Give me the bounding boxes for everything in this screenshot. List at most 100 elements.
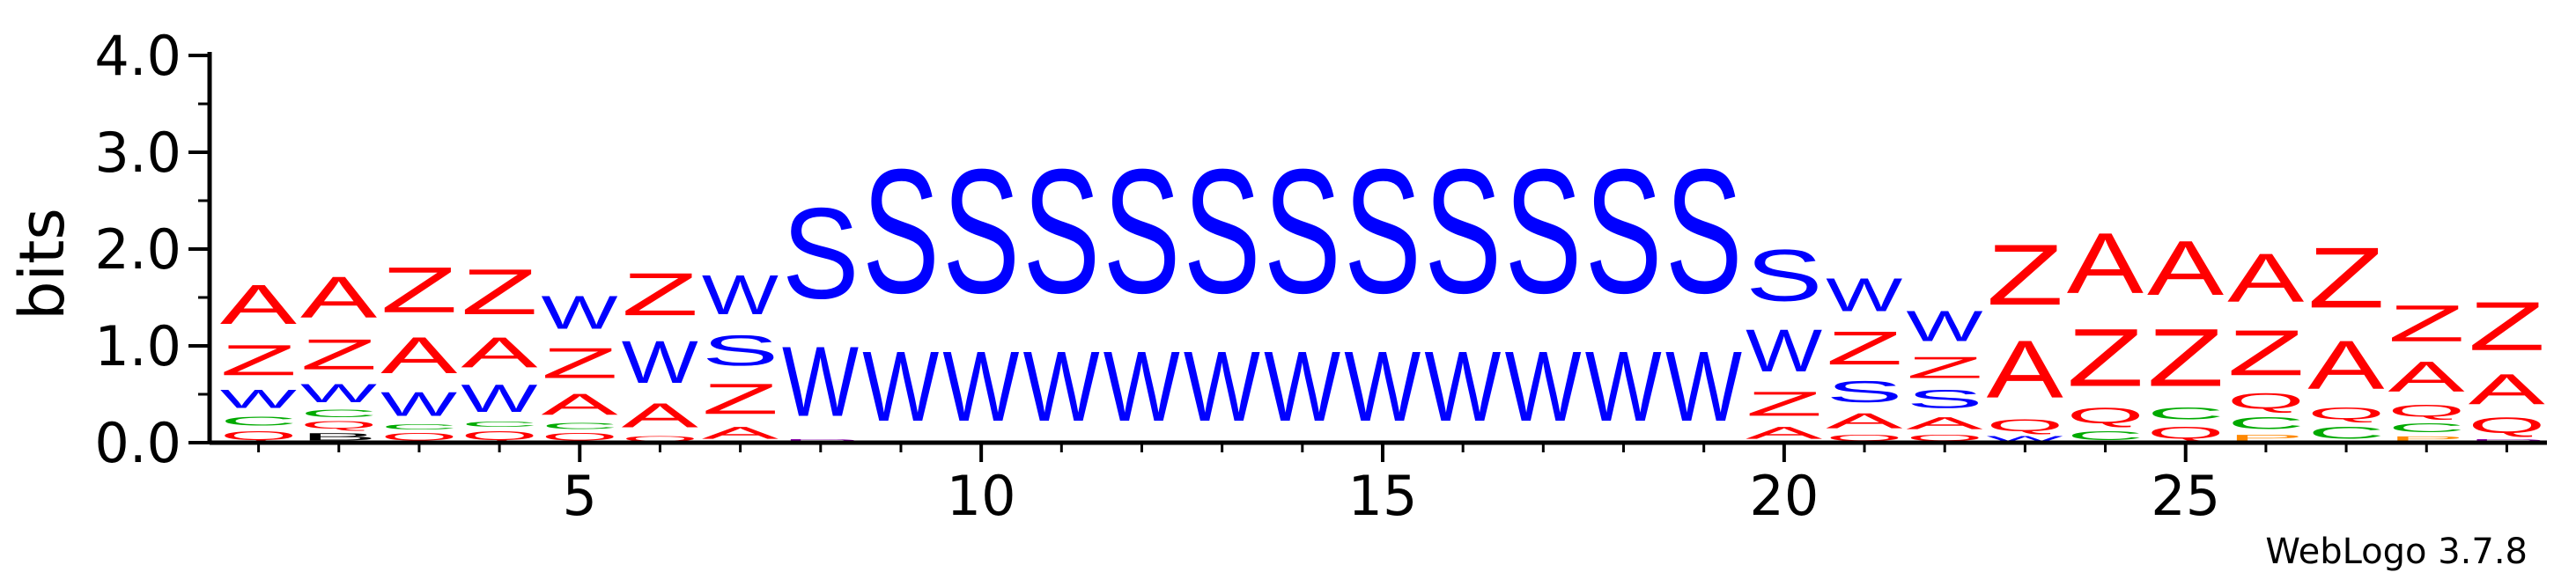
x-tick-label: 15 xyxy=(1348,464,1418,528)
logo-letter-w: W xyxy=(220,385,298,414)
logo-letter-a: A xyxy=(300,264,377,330)
logo-letter-z: Z xyxy=(2227,317,2305,389)
logo-letter-c: C xyxy=(2227,414,2305,433)
logo-letter-a: A xyxy=(2388,353,2464,401)
logo-letter-c: C xyxy=(2307,423,2385,443)
y-tick-label: 0.0 xyxy=(94,411,181,475)
logo-letter-b: B xyxy=(300,431,378,443)
logo-letter-s: S xyxy=(702,327,779,375)
logo-letter-s: S xyxy=(782,181,860,327)
logo-letter-z: Z xyxy=(1987,227,2064,324)
y-tick-label: 1.0 xyxy=(94,314,181,378)
logo-letter-z: Z xyxy=(1826,321,1903,374)
logo-letter-q: Q xyxy=(461,429,538,444)
logo-letter-w: W xyxy=(942,331,1019,442)
logo-letter-a: A xyxy=(461,328,537,377)
logo-letter-s: S xyxy=(1826,375,1903,408)
logo-letter-w: W xyxy=(1826,269,1902,322)
logo-letter-a: A xyxy=(1906,414,1983,433)
logo-letter-a: A xyxy=(380,327,458,385)
logo-letter-s: S xyxy=(1184,133,1261,331)
logo-letter-w: W xyxy=(702,263,779,327)
logo-letter-a: A xyxy=(1746,423,1823,443)
logo-letter-q: Q xyxy=(1987,415,2064,435)
logo-letter-w: W xyxy=(1505,331,1582,442)
logo-letter-w: W xyxy=(782,327,859,437)
logo-letter-w: W xyxy=(1264,331,1340,442)
logo-letter-q: Q xyxy=(622,435,699,443)
y-tick-label: 3.0 xyxy=(94,121,181,185)
y-axis-label: bits xyxy=(6,208,78,320)
logo-letter-c: C xyxy=(300,407,378,419)
logo-letter-d: D xyxy=(782,438,860,443)
logo-letter-s: S xyxy=(862,133,940,331)
logo-letter-w: W xyxy=(542,286,618,339)
logo-letter-w: W xyxy=(1987,435,2063,443)
logo-letter-s: S xyxy=(1424,133,1502,331)
logo-letter-w: W xyxy=(1746,317,1822,385)
logo-letter-c: C xyxy=(542,422,619,431)
logo-letter-q: Q xyxy=(2307,404,2385,423)
logo-letter-z: Z xyxy=(702,375,779,423)
y-axis: 0.0 1.0 2.0 3.0 4.0 xyxy=(94,24,212,475)
x-tick-label: 5 xyxy=(563,464,597,528)
logo-letter-a: A xyxy=(702,423,779,443)
logo-letter-z: Z xyxy=(2067,312,2144,403)
logo-letter-s: S xyxy=(1023,133,1101,331)
logo-letter-a: A xyxy=(1987,324,2063,415)
logo-letter-s: S xyxy=(1264,133,1341,331)
logo-letter-s: S xyxy=(1505,133,1583,331)
logo-letter-c: C xyxy=(461,421,538,429)
logo-letter-w: W xyxy=(862,331,939,442)
logo-letter-c: C xyxy=(2067,429,2144,443)
logo-letter-w: W xyxy=(380,385,457,423)
logo-letter-z: Z xyxy=(2469,288,2545,365)
logo-letter-a: A xyxy=(2469,365,2545,414)
logo-letter-s: S xyxy=(1906,385,1983,414)
logo-letter-z: Z xyxy=(2147,312,2225,403)
logo-letter-w: W xyxy=(461,378,537,421)
logo-letter-q: Q xyxy=(220,429,298,444)
logo-letter-a: A xyxy=(2227,238,2304,316)
logo-letter-w: W xyxy=(300,379,378,408)
logo-letter-w: W xyxy=(1344,331,1421,442)
logo-letter-w: W xyxy=(1103,331,1180,442)
logo-letter-q: Q xyxy=(542,431,618,443)
logo-letter-a: A xyxy=(2307,326,2384,403)
logo-letter-s: S xyxy=(1665,133,1743,331)
logo-letter-q: Q xyxy=(2388,401,2465,421)
logo-letter-s: S xyxy=(1344,133,1421,331)
logo-letter-z: Z xyxy=(380,254,458,327)
logo-letter-s: S xyxy=(1585,133,1663,331)
logo-letter-q: Q xyxy=(2469,414,2546,437)
logo-letter-s: S xyxy=(1746,234,1823,316)
logo-letter-w: W xyxy=(1665,331,1742,442)
y-tick-label: 2.0 xyxy=(94,217,181,282)
logo-letter-q: Q xyxy=(2147,423,2225,443)
logo-letter-w: W xyxy=(1906,302,1982,350)
x-axis: 5 10 15 20 25 xyxy=(210,440,2547,528)
logo-letter-q: Q xyxy=(300,420,377,431)
logo-letter-w: W xyxy=(622,328,698,396)
logo-letter-z: Z xyxy=(461,256,538,328)
logo-glyph-stacks: QCWZABQCWZAQCWAZQCWAZQCAZWQAWZAZSWDWSWSW… xyxy=(220,133,2545,443)
y-tick-label: 4.0 xyxy=(94,24,181,88)
logo-letter-q: Q xyxy=(2227,390,2305,414)
logo-letter-z: Z xyxy=(2307,230,2385,327)
logo-letter-p: P xyxy=(2227,433,2305,443)
logo-letter-a: A xyxy=(622,397,699,436)
logo-letter-a: A xyxy=(1826,408,1903,432)
logo-letter-z: Z xyxy=(622,260,699,328)
logo-letter-q: Q xyxy=(2067,404,2144,428)
logo-letter-w: W xyxy=(1585,331,1662,442)
logo-letter-q: Q xyxy=(1906,433,1983,443)
logo-letter-w: W xyxy=(1424,331,1501,442)
logo-letter-c: C xyxy=(380,423,458,431)
logo-letter-z: Z xyxy=(1746,385,1823,423)
logo-letter-p: P xyxy=(2388,435,2465,443)
logo-letter-w: W xyxy=(1023,331,1100,442)
x-tick-label: 25 xyxy=(2151,464,2220,528)
logo-letter-a: A xyxy=(2147,224,2225,312)
weblogo-version-label: WebLogo 3.7.8 xyxy=(2265,532,2528,572)
